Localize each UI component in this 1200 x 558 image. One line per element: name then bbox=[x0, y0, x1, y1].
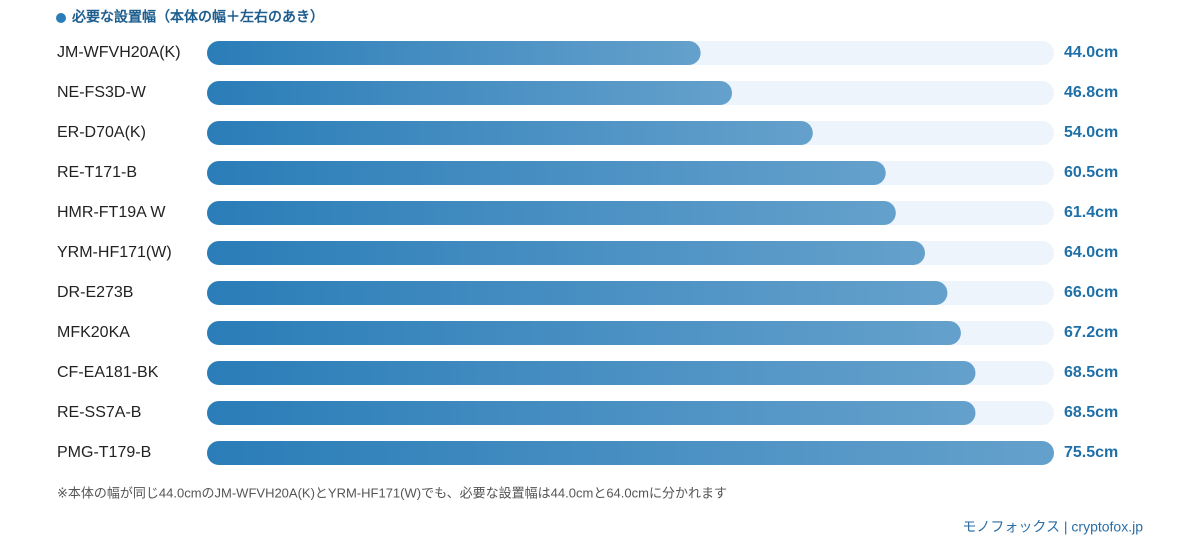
value-label: 46.8cm bbox=[1064, 84, 1118, 101]
category-label: CF-EA181-BK bbox=[57, 364, 159, 381]
value-label: 68.5cm bbox=[1064, 404, 1118, 421]
category-label: YRM-HF171(W) bbox=[57, 244, 172, 261]
category-label: PMG-T179-B bbox=[57, 444, 151, 461]
title-bullet bbox=[56, 13, 66, 23]
value-label: 60.5cm bbox=[1064, 164, 1118, 181]
source: モノフォックス | cryptofox.jp bbox=[962, 519, 1143, 535]
category-label: MFK20KA bbox=[57, 324, 130, 341]
category-label: RE-T171-B bbox=[57, 164, 137, 181]
bar bbox=[207, 401, 976, 425]
bar bbox=[207, 81, 733, 105]
value-label: 61.4cm bbox=[1064, 204, 1118, 221]
category-label: NE-FS3D-W bbox=[57, 84, 147, 101]
value-label: 54.0cm bbox=[1064, 124, 1118, 141]
value-label: 44.0cm bbox=[1064, 44, 1118, 61]
chart-title: 必要な設置幅（本体の幅＋左右のあき） bbox=[71, 9, 324, 25]
bar bbox=[207, 441, 1054, 465]
bar bbox=[207, 121, 813, 145]
bar bbox=[207, 201, 896, 225]
category-label: ER-D70A(K) bbox=[57, 124, 146, 141]
bar bbox=[207, 241, 925, 265]
bar bbox=[207, 361, 976, 385]
value-label: 75.5cm bbox=[1064, 444, 1118, 461]
value-label: 68.5cm bbox=[1064, 364, 1118, 381]
category-label: RE-SS7A-B bbox=[57, 404, 141, 421]
value-label: 67.2cm bbox=[1064, 324, 1118, 341]
category-label: HMR-FT19A W bbox=[57, 204, 166, 221]
bar bbox=[207, 321, 961, 345]
category-label: DR-E273B bbox=[57, 284, 133, 301]
footnote: ※本体の幅が同じ44.0cmのJM-WFVH20A(K)とYRM-HF171(W… bbox=[57, 485, 727, 500]
value-label: 64.0cm bbox=[1064, 244, 1118, 261]
bar bbox=[207, 281, 948, 305]
bar bbox=[207, 41, 701, 65]
bar bbox=[207, 161, 886, 185]
value-label: 66.0cm bbox=[1064, 284, 1118, 301]
category-label: JM-WFVH20A(K) bbox=[57, 44, 181, 61]
